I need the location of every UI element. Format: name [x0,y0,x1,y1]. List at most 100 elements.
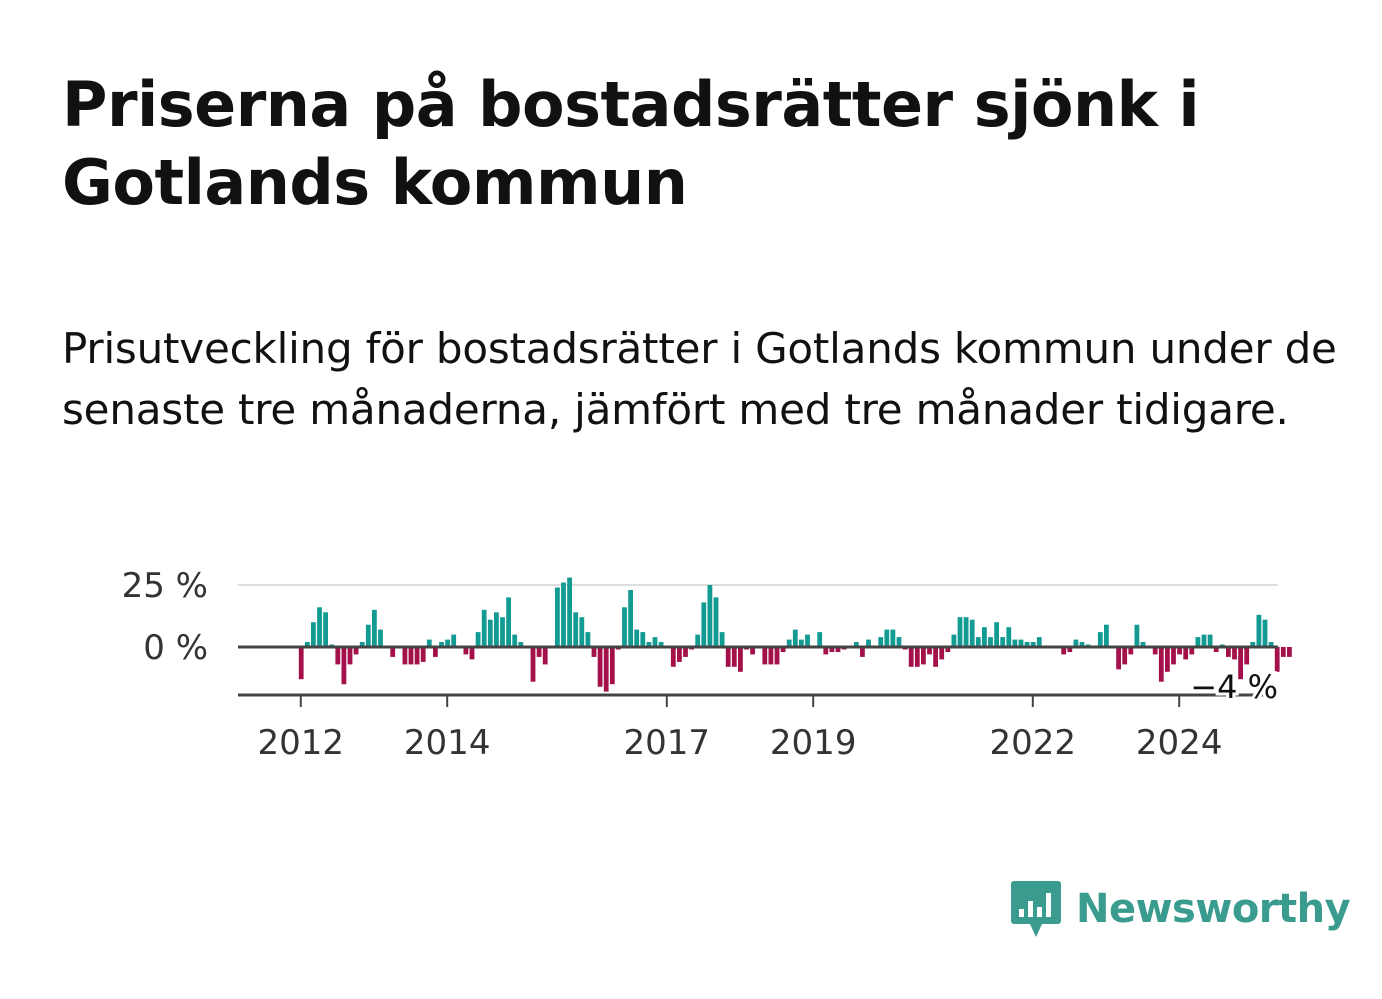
bar [445,639,450,647]
bar [512,634,518,647]
bar [1097,632,1103,647]
bar [1104,624,1109,647]
bar [835,647,841,652]
bar [1213,647,1219,652]
bar [481,609,487,647]
logo-text: Newsworthy [1076,886,1351,932]
bar [982,627,987,647]
bar [1287,647,1292,657]
bar [408,647,414,665]
bar [591,647,597,657]
bar [298,647,304,680]
x-tick-label: 2017 [624,723,711,763]
bar [951,634,957,647]
bar [731,647,737,667]
bar [927,647,932,655]
bar [317,607,322,647]
bar [939,647,945,660]
bar [585,632,591,647]
bar [799,639,804,647]
bar [1226,647,1231,657]
bar [1158,647,1164,682]
bar [433,647,438,657]
bar [1201,634,1207,647]
bar [530,647,536,682]
bar [670,647,676,667]
bar [579,617,585,647]
bar [335,647,341,665]
bar [762,647,768,665]
bar [1256,614,1262,647]
bar [561,582,566,647]
bar [1006,627,1012,647]
newsworthy-logo: Newsworthy [1010,878,1351,940]
bar [921,647,926,665]
bar [994,622,999,647]
bar [1036,637,1042,647]
bar [573,612,579,647]
bar [1030,642,1036,647]
bar [1268,642,1274,647]
bar [463,647,469,655]
bar [609,647,615,685]
bar [1195,637,1201,647]
bar [1177,647,1182,655]
bar [536,647,542,657]
bar [311,622,316,647]
bar [1189,647,1195,655]
bar [1152,647,1158,655]
bar [805,634,810,647]
bar [957,617,963,647]
bar [914,647,920,667]
bar [1000,637,1006,647]
bar [908,647,914,667]
bar [597,647,603,687]
bar [542,647,548,665]
bar [677,647,682,662]
x-tick-label: 2014 [404,723,491,763]
bar [1232,647,1237,660]
bar [1061,647,1067,655]
bar [341,647,347,685]
bar [1073,639,1079,647]
bar [304,642,310,647]
bar [1122,647,1128,665]
bar [634,629,640,647]
bar [402,647,408,665]
bar [933,647,938,667]
bar [658,642,664,647]
bar [719,632,725,647]
bar [414,647,420,665]
bar [774,647,780,665]
bar [390,647,396,657]
y-tick-label: 25 % [122,566,208,606]
bar [1128,647,1134,655]
bar [555,587,560,647]
bar [853,642,859,647]
bar [500,617,505,647]
chart-title: Priserna på bostadsrätter sjönk i Gotlan… [62,68,1200,219]
bar [1280,647,1286,657]
bar [426,639,432,647]
bar [945,647,951,652]
bar [1244,647,1250,665]
bar [353,647,359,655]
bar [506,597,511,647]
bar [1134,624,1140,647]
bar [469,647,475,660]
bar [750,647,755,655]
bar [1183,647,1189,660]
bar [1207,634,1213,647]
bar [420,647,426,662]
bar [1012,639,1018,647]
x-tick-label: 2012 [258,723,345,763]
bar [890,629,896,647]
x-tick-label: 2022 [990,723,1077,763]
bar [1165,647,1170,672]
bar [1262,619,1268,647]
bar [1274,647,1280,672]
bar [969,619,975,647]
price-change-bar-chart: 25 % 0 % 2012 2014 2017 2019 2022 2024 −4 % [122,566,1292,763]
bar [1079,642,1085,647]
bar [518,642,524,647]
